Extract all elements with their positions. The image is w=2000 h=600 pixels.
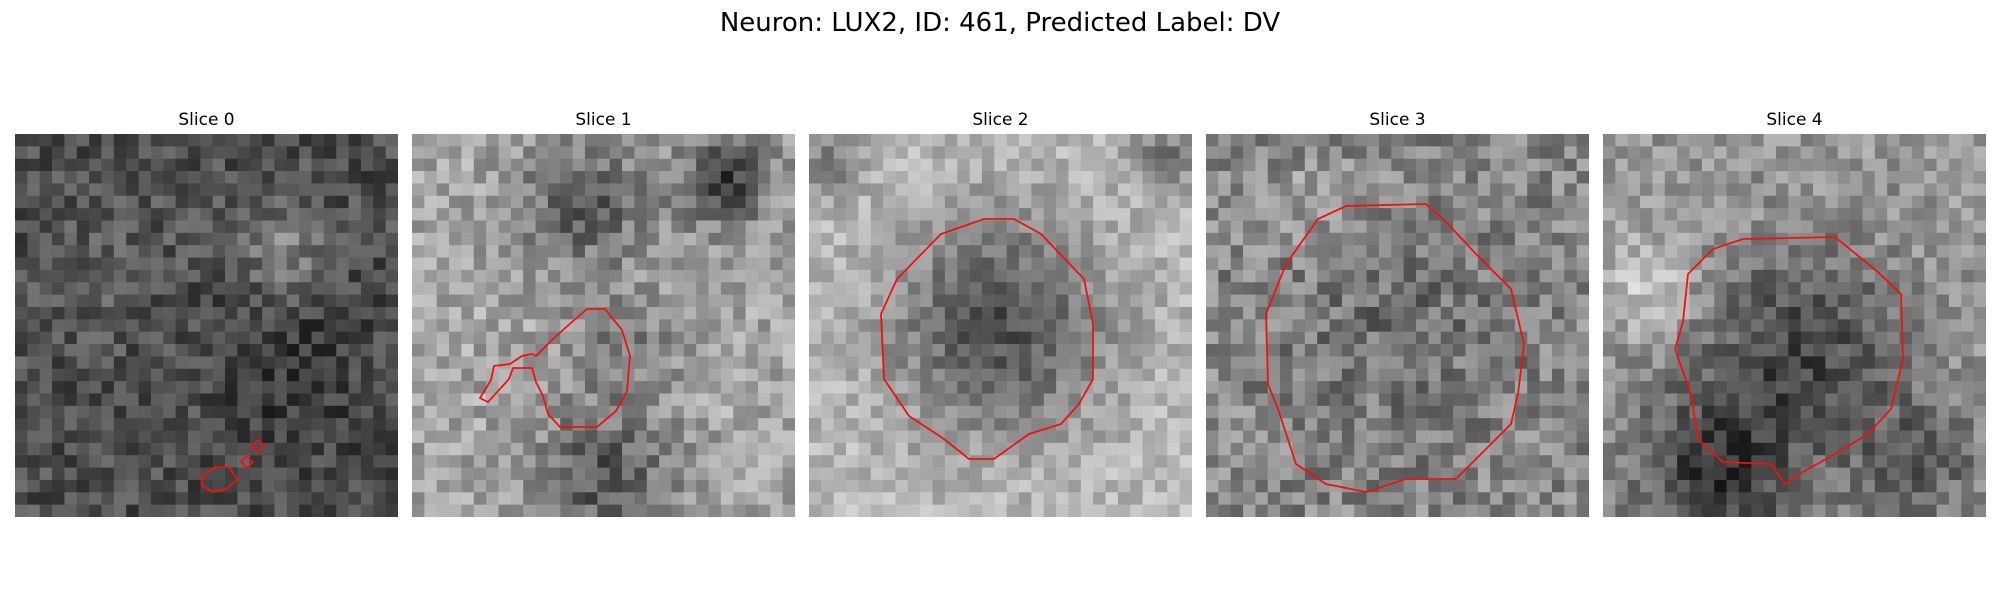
slice-title: Slice 2 [972,110,1029,130]
slice-image [1206,134,1589,517]
segmentation-contour [1265,203,1525,493]
pixel-grid [412,134,795,517]
segmentation-contour [880,218,1094,460]
pixel-grid [1603,134,1986,517]
slice-title: Slice 1 [575,110,632,130]
figure-title: Neuron: LUX2, ID: 461, Predicted Label: … [719,8,1281,38]
slice-title: Slice 3 [1369,110,1426,130]
slice-panel-0: Slice 0 [15,110,398,517]
slice-image [412,134,795,517]
slice-image [809,134,1192,517]
pixel-grid [1206,134,1589,517]
slice-panel-1: Slice 1 [412,110,795,517]
slice-title: Slice 4 [1766,110,1823,130]
slice-panel-2: Slice 2 [809,110,1192,517]
slice-title: Slice 0 [178,110,235,130]
segmentation-contour [1674,236,1904,486]
slice-image [15,134,398,517]
segmentation-contour [199,438,266,493]
pixel-grid [15,134,398,517]
slice-panel-4: Slice 4 [1603,110,1986,517]
segmentation-contour [478,308,631,428]
slice-panel-3: Slice 3 [1206,110,1589,517]
slice-image [1603,134,1986,517]
pixel-grid [809,134,1192,517]
